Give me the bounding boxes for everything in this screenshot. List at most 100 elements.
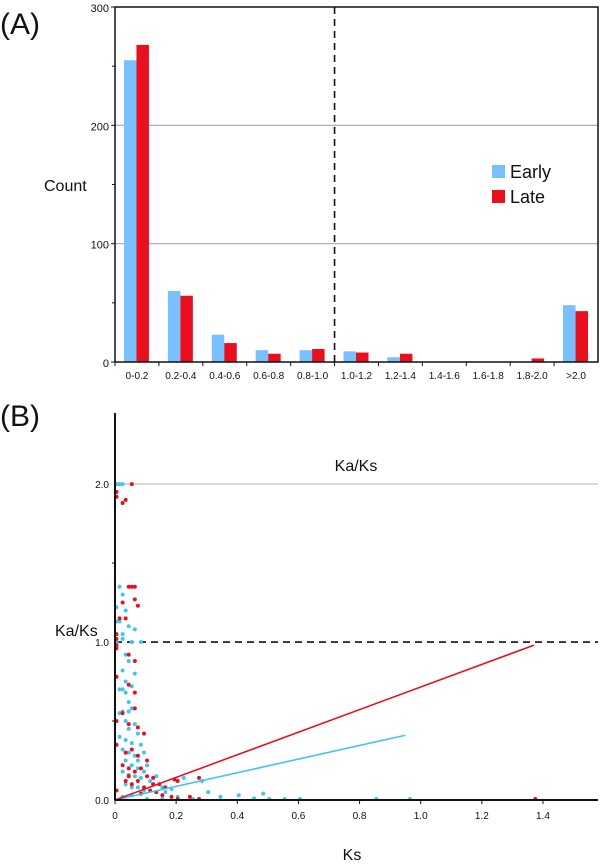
point-early xyxy=(117,584,122,589)
trend-line-late xyxy=(114,644,535,801)
x-tick-label: 0.2-0.4 xyxy=(165,371,197,382)
point-early xyxy=(120,592,125,597)
legend-label-early: Early xyxy=(510,162,551,182)
bar-late xyxy=(312,348,325,362)
point-early xyxy=(120,769,125,774)
point-late xyxy=(145,774,150,779)
bar-early xyxy=(167,291,181,362)
point-late xyxy=(187,794,192,799)
point-late xyxy=(135,725,140,730)
point-early xyxy=(206,790,211,795)
point-late xyxy=(120,711,125,716)
point-early xyxy=(138,742,143,747)
point-early xyxy=(129,741,134,746)
point-early xyxy=(120,636,125,641)
point-early xyxy=(120,687,125,692)
bar-late xyxy=(531,358,545,362)
point-early xyxy=(117,619,122,624)
point-early xyxy=(129,640,134,645)
point-early xyxy=(160,785,165,790)
bar-early xyxy=(299,350,313,362)
point-late xyxy=(126,722,131,727)
point-early xyxy=(132,774,137,779)
point-late xyxy=(129,584,134,589)
point-early xyxy=(163,790,168,795)
point-early xyxy=(117,734,122,739)
bar-early xyxy=(211,334,225,362)
point-early xyxy=(126,658,131,663)
x-tick-label: 0.4-0.6 xyxy=(209,371,241,382)
bar-late xyxy=(180,295,193,362)
point-late xyxy=(123,750,128,755)
point-early xyxy=(154,774,159,779)
point-early xyxy=(120,632,125,637)
point-early xyxy=(129,785,134,790)
point-late xyxy=(132,658,137,663)
x-tick-label: 1.2 xyxy=(475,811,489,822)
bar-early xyxy=(123,60,137,362)
point-early xyxy=(126,709,131,714)
panel-a-bar-chart: (A) Count Ka/Ks 0 100 200 300 0-0.2 0.2-0.4 0… xyxy=(0,3,599,475)
point-early xyxy=(123,652,128,657)
x-tick-label: 1.8-2.0 xyxy=(517,371,549,382)
point-late xyxy=(123,616,128,621)
y-tick-label: 300 xyxy=(91,3,109,15)
bar-early xyxy=(387,357,400,362)
bar-late xyxy=(399,353,413,362)
point-early xyxy=(135,731,140,736)
x-axis-label: Ka/Ks xyxy=(335,458,378,475)
point-early xyxy=(145,763,150,768)
point-late xyxy=(135,603,140,608)
point-late xyxy=(132,706,137,711)
point-early xyxy=(129,706,134,711)
point-early xyxy=(132,722,137,727)
bar-early xyxy=(563,305,576,362)
legend: Early Late xyxy=(492,162,551,207)
point-late xyxy=(132,769,137,774)
point-early xyxy=(236,793,241,798)
y-tick-label: 2.0 xyxy=(95,480,109,491)
point-late xyxy=(145,758,150,763)
point-early xyxy=(132,627,137,632)
y-axis-label: Count xyxy=(44,178,87,195)
point-early xyxy=(123,608,128,613)
point-late xyxy=(169,794,174,799)
point-late xyxy=(117,616,122,621)
x-tick-label: 1.4-1.6 xyxy=(429,371,461,382)
y-tick-label: 0 xyxy=(103,358,109,370)
x-tick-label: >2.0 xyxy=(566,371,586,382)
x-tick-label: 1.6-1.8 xyxy=(473,371,505,382)
point-early xyxy=(142,750,147,755)
point-late xyxy=(120,763,125,768)
point-late xyxy=(135,753,140,758)
point-late xyxy=(129,747,134,752)
point-early xyxy=(117,687,122,692)
point-early xyxy=(132,671,137,676)
point-late xyxy=(175,779,180,784)
point-early xyxy=(129,763,134,768)
point-late xyxy=(126,766,131,771)
legend-swatch-late xyxy=(492,190,505,203)
bar-late xyxy=(136,44,149,362)
point-late xyxy=(126,774,131,779)
panel-b-scatter-chart: (B) Ka/Ks Ks 0.0 1.0 2.0 0 0.2 0.4 0.6 0.8 1.0 1… xyxy=(0,400,598,864)
point-early xyxy=(120,482,125,487)
bar-late xyxy=(268,353,281,362)
y-tick-label: 1.0 xyxy=(95,638,109,649)
point-early xyxy=(123,719,128,724)
x-tick-label: 1.2-1.4 xyxy=(385,371,417,382)
point-late xyxy=(129,782,134,787)
point-late xyxy=(120,501,125,506)
point-early xyxy=(117,482,122,487)
y-tick-label: 200 xyxy=(91,121,109,133)
point-early xyxy=(120,747,125,752)
point-early xyxy=(129,684,134,689)
x-tick-label: 0.8-1.0 xyxy=(297,371,329,382)
bar-late xyxy=(224,343,237,362)
point-early xyxy=(181,775,186,780)
point-late xyxy=(142,731,147,736)
point-late xyxy=(129,482,134,487)
point-late xyxy=(123,779,128,784)
panel-b-label: (B) xyxy=(0,400,40,433)
